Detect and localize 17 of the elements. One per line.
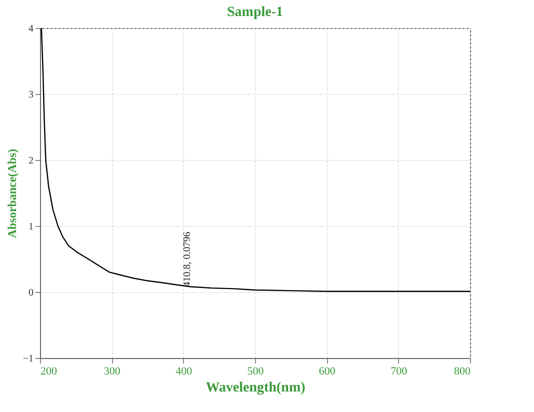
y-tick-label: 2 (28, 156, 34, 166)
x-tick-label: 700 (390, 366, 408, 378)
x-tick-label: 200 (40, 366, 58, 378)
x-tick-label: 500 (247, 366, 264, 378)
y-tick-label: 1 (28, 222, 34, 232)
y-tick-label: 4 (28, 24, 34, 34)
x-tick-label: 600 (318, 366, 336, 378)
y-tick-label: 3 (28, 90, 34, 100)
x-axis-title: Wavelength(nm) (206, 380, 306, 396)
x-tick-label: 300 (104, 366, 121, 378)
chart-title: Sample-1 (227, 5, 283, 20)
annotation: 410.8, 0.0796 (182, 232, 194, 287)
y-tick-label: −1 (22, 354, 34, 364)
y-tick-label: 0 (28, 288, 34, 298)
x-tick-label: 400 (176, 366, 193, 378)
x-tick-label: 800 (454, 366, 471, 378)
y-axis-title: Absorbance(Abs) (4, 148, 19, 238)
